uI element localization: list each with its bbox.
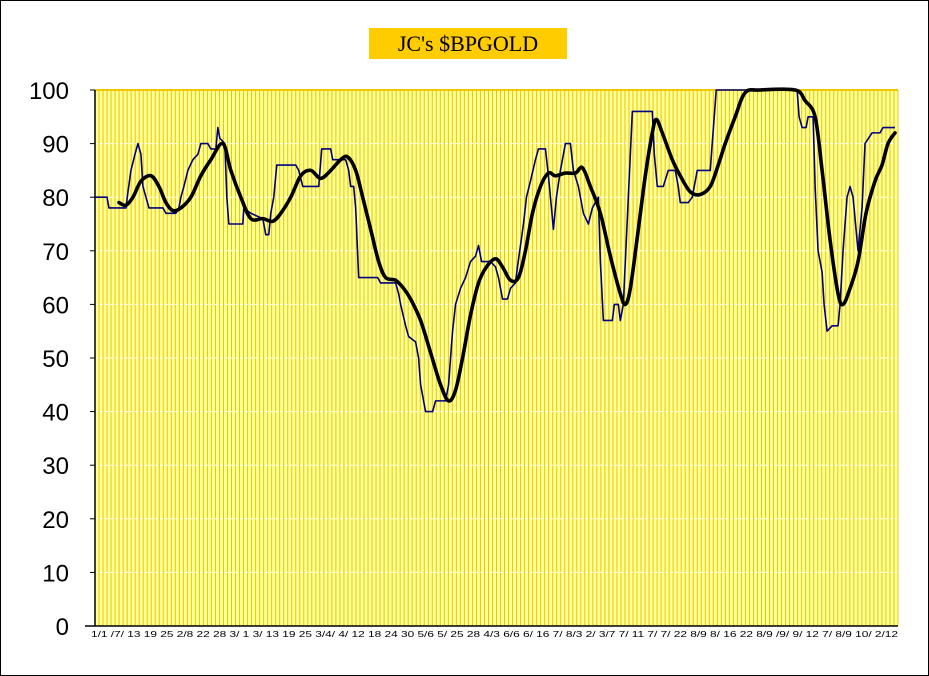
- chart-title: JC's $BPGOLD: [369, 28, 567, 59]
- series-line-moving-average: [117, 87, 897, 403]
- y-tick-label: 30: [42, 453, 69, 480]
- y-tick-label: 0: [56, 614, 69, 641]
- y-tick-label: 20: [42, 507, 69, 534]
- series-lines: [95, 87, 897, 413]
- y-tick-label: 80: [42, 185, 69, 212]
- horizontal-gridlines: [95, 143, 898, 573]
- y-tick-label: 50: [42, 346, 69, 373]
- y-tick-label: 40: [42, 400, 69, 427]
- y-tick-label: 60: [42, 292, 69, 319]
- x-axis-tick-labels: 1/1 /7/ 13 19 25 2/8 22 28 3/ 1 3/ 13 19…: [91, 630, 899, 639]
- y-tick-label: 70: [42, 239, 69, 266]
- y-tick-label: 10: [42, 560, 69, 587]
- y-axis-ticks: 0 10 20 30 40 50 60 70 80 90 100: [29, 78, 69, 641]
- y-tick-label: 90: [42, 132, 69, 159]
- y-tick-label: 100: [29, 78, 69, 105]
